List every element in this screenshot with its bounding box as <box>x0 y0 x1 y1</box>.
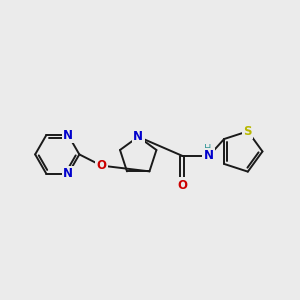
Text: N: N <box>204 149 214 162</box>
Text: N: N <box>63 129 73 142</box>
Text: N: N <box>63 167 73 180</box>
Text: H: H <box>204 144 211 154</box>
Text: O: O <box>177 179 188 192</box>
Text: O: O <box>96 159 106 172</box>
Text: S: S <box>244 125 252 138</box>
Text: N: N <box>133 130 143 143</box>
